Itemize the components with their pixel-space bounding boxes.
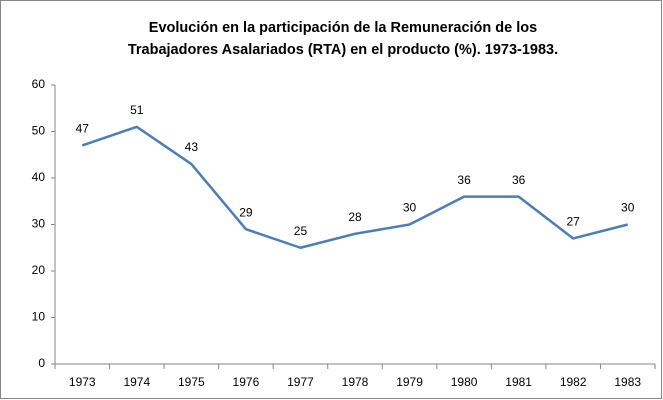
x-tick-label: 1977 [287,375,314,389]
y-tick-label: 50 [32,124,46,138]
x-tick-label: 1973 [69,375,96,389]
x-tick-label: 1975 [178,375,205,389]
y-tick-label: 60 [32,77,46,91]
line [81,125,629,249]
data-label: 30 [403,201,417,215]
x-tick-label: 1982 [560,375,587,389]
data-label: 25 [294,224,308,238]
data-label: 30 [621,201,635,215]
y-tick-label: 10 [32,310,46,324]
data-label: 29 [239,205,253,219]
y-tick-label: 0 [38,356,45,370]
x-tick-label: 1976 [233,375,260,389]
x-tick-label: 1981 [505,375,532,389]
chart-title: Evolución en la participación de la Remu… [149,20,537,36]
data-label: 36 [512,173,526,187]
x-tick-label: 1978 [342,375,369,389]
chart-title: Trabajadores Asalariados (RTA) en el pro… [128,42,558,58]
x-tick-label: 1980 [451,375,478,389]
data-label: 28 [348,210,362,224]
data-label: 27 [567,215,581,229]
data-label: 47 [76,122,90,136]
data-label: 36 [457,173,471,187]
y-tick-label: 40 [32,170,46,184]
x-tick-label: 1983 [614,375,641,389]
data-label: 43 [185,140,199,154]
y-tick-label: 20 [32,263,46,277]
x-tick-label: 1974 [123,375,150,389]
x-tick-label: 1979 [396,375,423,389]
data-label: 51 [130,103,144,117]
y-tick-label: 30 [32,217,46,231]
